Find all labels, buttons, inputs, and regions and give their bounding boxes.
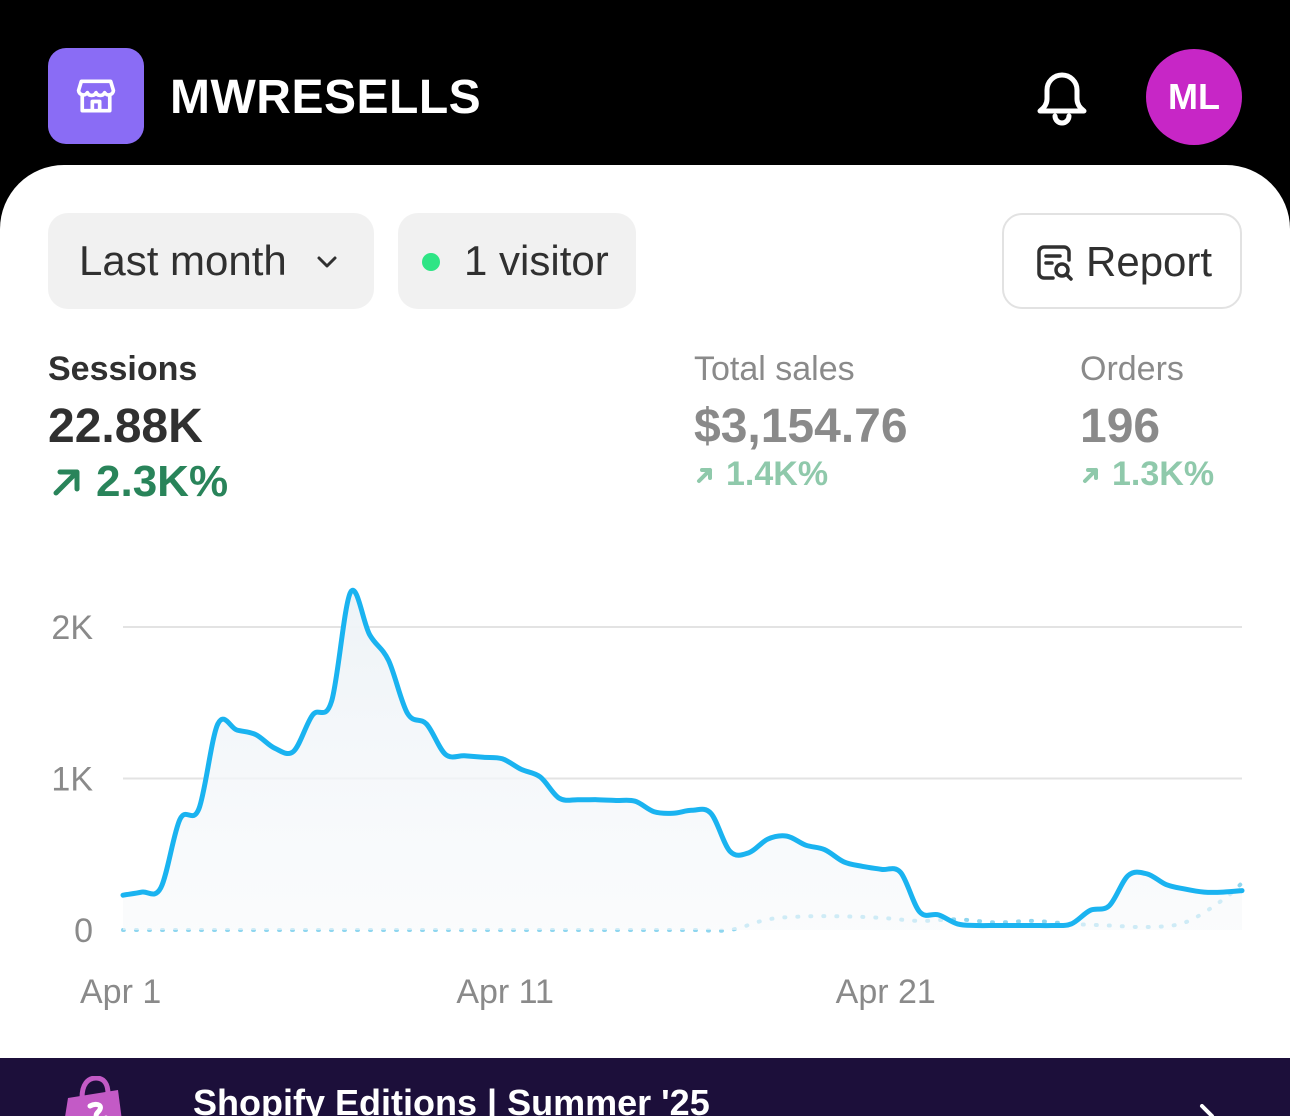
- store-logo[interactable]: [48, 48, 144, 144]
- shopify-bag-icon: [65, 1076, 122, 1116]
- live-dot-icon: [422, 253, 440, 271]
- total-sales-label: Total sales: [694, 350, 855, 388]
- sessions-change: 2.3K%: [48, 457, 228, 507]
- total-sales-metric[interactable]: Total sales $3,154.76 1.4K%: [694, 349, 908, 494]
- storefront-icon: [76, 79, 116, 113]
- sessions-change-value: 2.3K%: [96, 457, 229, 506]
- sessions-line: [120, 587, 1245, 929]
- report-search-icon: [1037, 245, 1073, 281]
- sessions-value: 22.88K: [48, 400, 203, 453]
- orders-metric[interactable]: Orders 196 1.3K%: [1080, 349, 1214, 494]
- y-tick-label: 1K: [51, 761, 93, 799]
- period-selector[interactable]: Last month: [48, 213, 374, 309]
- report-button[interactable]: Report: [1002, 213, 1242, 309]
- x-tick-label: Apr 21: [836, 973, 936, 1011]
- sessions-area: [123, 590, 1242, 930]
- total-sales-change: 1.4K%: [694, 455, 908, 494]
- x-tick-label: Apr 11: [456, 973, 554, 1011]
- chevron-right-icon[interactable]: [1198, 1104, 1222, 1116]
- sessions-label: Sessions: [48, 350, 198, 388]
- chevron-down-icon: [317, 256, 337, 268]
- total-sales-value: $3,154.76: [694, 400, 908, 453]
- y-tick-label: 2K: [51, 609, 93, 647]
- sessions-metric[interactable]: Sessions 22.88K 2.3K%: [48, 349, 228, 507]
- sessions-chart[interactable]: 0 1K 2K Apr 1 Apr 11 Apr 21: [0, 565, 1290, 1035]
- bell-icon[interactable]: [1030, 66, 1094, 130]
- live-visitors-label: 1 visitor: [464, 237, 609, 284]
- orders-value: 196: [1080, 400, 1161, 453]
- x-tick-label: Apr 1: [80, 973, 161, 1011]
- total-sales-change-value: 1.4K%: [726, 455, 829, 493]
- orders-change-value: 1.3K%: [1112, 455, 1215, 493]
- arrow-up-right-icon: [1083, 467, 1098, 483]
- y-tick-label: 0: [74, 912, 93, 950]
- top-bar: MWRESELLS ML: [0, 0, 1290, 170]
- arrow-up-right-icon: [53, 469, 80, 496]
- avatar[interactable]: ML: [1146, 49, 1242, 145]
- orders-label: Orders: [1080, 350, 1184, 388]
- report-label: Report: [1086, 238, 1213, 285]
- promo-title: Shopify Editions | Summer '25: [193, 1082, 710, 1116]
- analytics-card: Last month 1 visitor Report Sessions 22.…: [0, 165, 1290, 1060]
- promo-banner[interactable]: Shopify Editions | Summer '25: [0, 1058, 1290, 1116]
- store-name[interactable]: MWRESELLS: [170, 71, 482, 124]
- period-label: Last month: [79, 237, 287, 284]
- arrow-up-right-icon: [697, 467, 712, 483]
- orders-change: 1.3K%: [1080, 455, 1214, 494]
- live-visitors-chip[interactable]: 1 visitor: [398, 213, 636, 309]
